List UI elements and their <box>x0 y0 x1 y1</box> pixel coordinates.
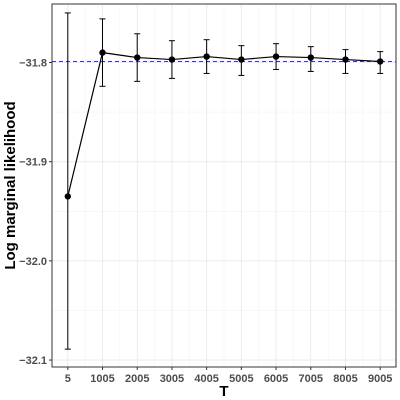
x-tick-label: 6005 <box>264 373 288 385</box>
y-tick-label: −32.1 <box>19 355 47 367</box>
x-tick-label: 8005 <box>333 373 357 385</box>
x-tick-label: 3005 <box>160 373 184 385</box>
data-point <box>203 53 210 60</box>
series-line-layer <box>67 51 381 197</box>
x-tick-label: 4005 <box>194 373 218 385</box>
x-axis-title: T <box>219 383 228 400</box>
y-tick-label: −32.0 <box>19 256 47 268</box>
y-tick-labels: −32.1 −32.0 −31.9 −31.8 <box>19 58 47 368</box>
plot-panel-border <box>51 3 397 368</box>
series-line <box>67 51 381 197</box>
x-tick-label: 1005 <box>90 373 114 385</box>
x-tick-label: 5 <box>65 373 71 385</box>
y-axis-title: Log marginal likelihood <box>2 101 19 269</box>
data-point <box>238 56 245 63</box>
data-point <box>307 54 314 61</box>
data-points <box>64 49 384 200</box>
x-tick-label: 7005 <box>299 373 323 385</box>
data-point <box>272 53 280 60</box>
y-tick-label: −31.8 <box>19 58 47 70</box>
data-point <box>64 193 71 200</box>
x-tick-labels: 5 1005 2005 3005 4005 5005 6005 7005 8005 9005 <box>65 373 393 385</box>
data-point <box>377 58 384 65</box>
x-tick-label: 9005 <box>368 373 392 385</box>
data-point <box>342 56 349 63</box>
data-point <box>168 56 176 63</box>
data-point <box>134 54 141 61</box>
data-point <box>99 49 106 56</box>
y-tick-label: −31.9 <box>19 157 47 169</box>
x-tick-label: 2005 <box>125 373 149 385</box>
x-tick-label: 5005 <box>229 373 253 385</box>
axis-ticks <box>49 62 381 370</box>
